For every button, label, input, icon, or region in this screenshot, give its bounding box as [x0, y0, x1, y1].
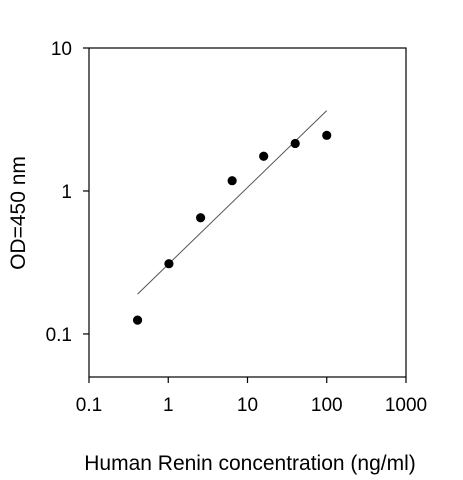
- data-point: [290, 138, 300, 149]
- y-axis-ticks: 0.1 1 10: [46, 39, 89, 346]
- x-tick-label: 1000: [385, 395, 427, 416]
- plot-frame: [88, 47, 407, 378]
- y-tick-label: 10: [51, 39, 72, 60]
- x-tick-label: 0.1: [76, 395, 102, 416]
- data-point: [259, 151, 269, 161]
- data-point: [164, 259, 174, 269]
- y-tick-label: 0.1: [46, 325, 72, 346]
- y-tick-label: 1: [61, 182, 72, 203]
- x-axis-title: Human Renin concentration (ng/ml): [84, 452, 416, 475]
- x-tick-label: 10: [237, 395, 258, 416]
- x-tick-label: 1: [163, 395, 174, 416]
- y-axis-title: OD=450 nm: [7, 156, 30, 270]
- data-point: [227, 176, 237, 186]
- data-point: [196, 213, 206, 223]
- x-tick-label: 100: [311, 395, 343, 416]
- data-point: [132, 315, 143, 325]
- data-points: [132, 130, 332, 325]
- x-axis-ticks: 0.1 1 10 100 1000: [76, 377, 427, 416]
- data-point: [322, 130, 332, 140]
